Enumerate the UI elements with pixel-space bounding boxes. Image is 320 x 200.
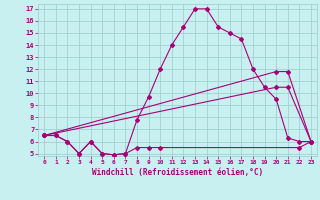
X-axis label: Windchill (Refroidissement éolien,°C): Windchill (Refroidissement éolien,°C) (92, 168, 263, 177)
